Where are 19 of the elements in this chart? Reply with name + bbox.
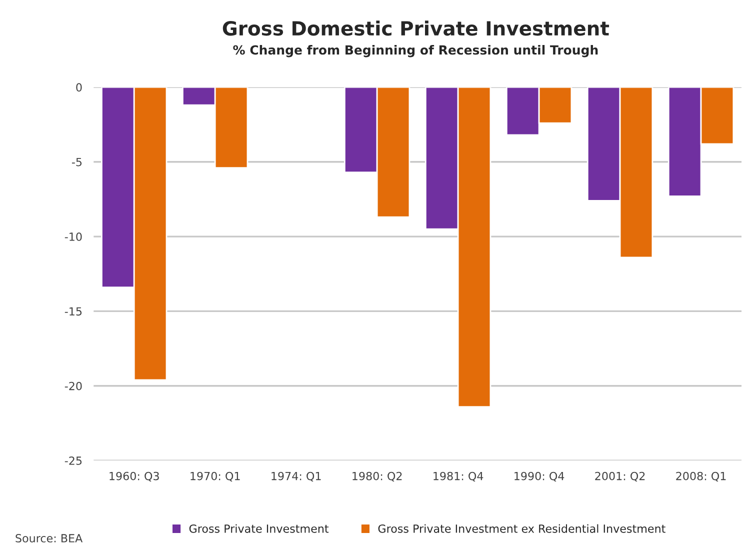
x-tick-label: 1970: Q1 — [190, 472, 240, 482]
y-tick-label: -10 — [64, 232, 82, 241]
y-tick-label: -25 — [64, 456, 82, 465]
chart-title: Gross Domestic Private Investment — [222, 20, 610, 36]
y-tick-label: 0 — [76, 83, 82, 92]
y-tick-label: -20 — [64, 382, 82, 390]
x-tick-label: 1960: Q3 — [110, 472, 159, 482]
x-tick-label: 2008: Q1 — [676, 472, 726, 482]
x-tick-label: 2001: Q2 — [595, 472, 645, 482]
x-tick-label: 1980: Q2 — [352, 472, 402, 482]
x-tick-label: 1981: Q4 — [434, 472, 484, 482]
legend-label: Gross Private Investment — [189, 524, 329, 533]
chart-subtitle: % Change from Beginning of Recession until Trough — [233, 45, 598, 58]
x-tick-label: 1974: Q1 — [272, 472, 321, 482]
y-tick-label: -15 — [64, 307, 82, 316]
source-note: Source: BEA — [16, 534, 83, 542]
y-tick-label: -5 — [72, 158, 82, 166]
x-tick-label: 1990: Q4 — [514, 472, 564, 482]
legend-label: Gross Private Investment ex Residential Investment — [378, 524, 666, 533]
